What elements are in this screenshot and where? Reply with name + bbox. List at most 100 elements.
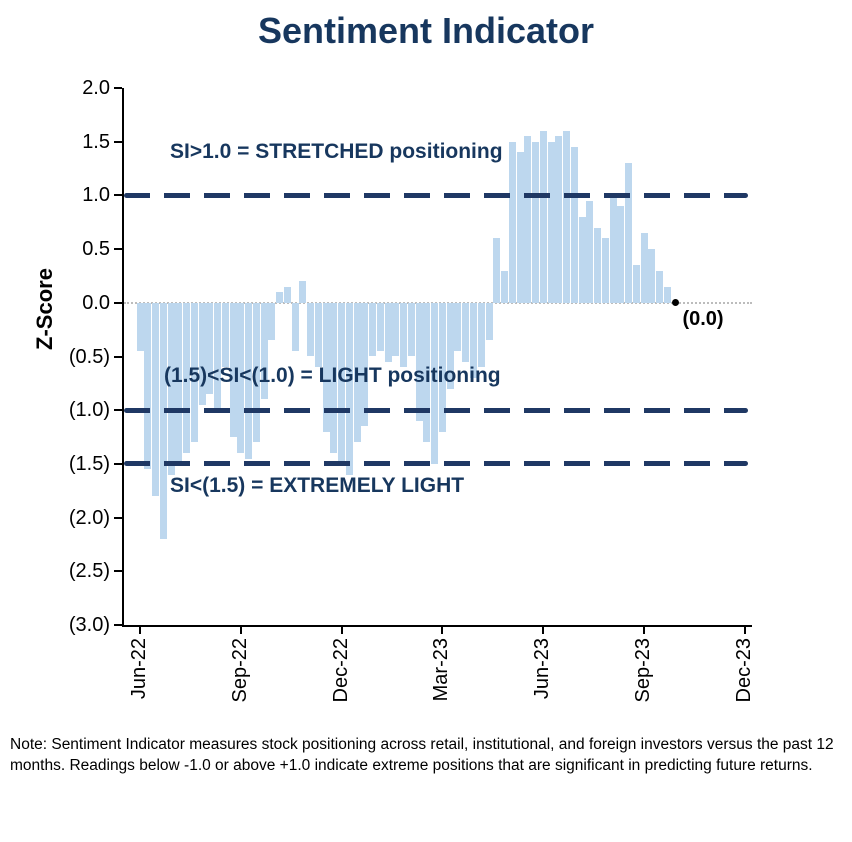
bar [144,302,152,470]
x-tick-mark [643,627,646,634]
bar [493,238,501,303]
bar [431,302,439,464]
bar [283,286,291,303]
last-point-marker [671,299,679,307]
footnote: Note: Sentiment Indicator measures stock… [10,736,834,774]
bar [369,302,377,357]
y-tick-label: (0.5) [68,345,110,368]
annotation-light: (1.5)<SI<(1.0) = LIGHT positioning [164,364,501,387]
bar [547,141,555,303]
y-tick-mark [114,516,122,519]
bar [586,200,594,303]
bar [268,302,276,341]
x-tick-mark [239,627,242,634]
y-tick-label: (1.5) [68,452,110,475]
bar [601,238,609,303]
reference-line [124,461,748,467]
bar [400,302,408,368]
reference-line [124,192,748,198]
bar [206,302,214,395]
bar [625,163,633,303]
bar [307,302,315,357]
y-tick-mark [114,248,122,251]
x-tick-label: Mar-23 [430,638,453,702]
bar [376,302,384,352]
x-tick-mark [743,627,746,634]
bar [330,302,338,454]
bar [617,206,625,303]
x-tick-label: Dec-22 [329,638,352,703]
bar [423,302,431,443]
bar [539,130,547,303]
y-tick-label: 1.0 [82,184,110,207]
y-tick-label: (3.0) [68,614,110,636]
bar [260,302,268,400]
y-tick-mark [114,194,122,197]
bar [214,302,222,411]
bar [594,227,602,303]
y-tick-label: 2.0 [82,77,110,99]
bar [609,195,617,303]
bar [384,302,392,362]
bar [563,130,571,303]
annotation-stretched: SI>1.0 = STRETCHED positioning [170,140,503,163]
bar [314,302,322,368]
y-tick-mark [114,624,122,626]
bar [361,302,369,427]
y-tick-mark [114,140,122,143]
bar [570,147,578,303]
bar [446,302,454,389]
x-tick-label: Sep-22 [228,638,251,703]
bar [524,136,532,303]
bar [656,270,664,303]
bar [532,141,540,303]
bar [229,302,237,438]
y-tick-label: 0.5 [82,238,110,261]
bar [353,302,361,443]
y-tick-mark [114,409,122,412]
bar [555,136,563,303]
annotation-extremely-light: SI<(1.5) = EXTREMELY LIGHT [170,474,465,497]
bar [392,302,400,357]
y-tick-mark [114,570,122,573]
bar [322,302,330,432]
last-value-label: (0.0) [682,308,724,330]
bar [516,152,524,303]
bar [345,302,353,475]
y-tick-label: 0.0 [82,291,110,314]
bar [299,281,307,303]
bar [415,302,423,421]
x-tick-mark [340,627,343,634]
bar [485,302,493,341]
bar [632,265,640,303]
bar [508,141,516,303]
bar [578,216,586,303]
y-tick-label: (1.0) [68,399,110,422]
y-tick-label: (2.0) [68,506,110,529]
x-tick-mark [139,627,141,634]
bar [167,302,175,475]
bar [648,249,656,303]
bar [501,270,509,303]
bar [245,302,253,459]
reference-line [124,407,748,413]
y-tick-label: 1.5 [82,130,110,153]
x-tick-label: Sep-23 [632,638,655,703]
x-tick-label: Jun-23 [531,638,554,700]
plot-area: SI>1.0 = STRETCHED positioning (1.5)<SI<… [122,88,752,627]
y-tick-mark [114,301,122,304]
bar [438,302,446,432]
bar [159,302,167,540]
bar [454,302,462,352]
bar [462,302,470,362]
bar [198,302,206,405]
y-tick-mark [114,87,122,89]
bar [407,302,415,357]
x-tick-mark [542,627,545,634]
bar [338,302,346,464]
bar [663,286,671,303]
y-tick-label: (2.5) [68,560,110,583]
bar [640,232,648,303]
bar [237,302,245,454]
